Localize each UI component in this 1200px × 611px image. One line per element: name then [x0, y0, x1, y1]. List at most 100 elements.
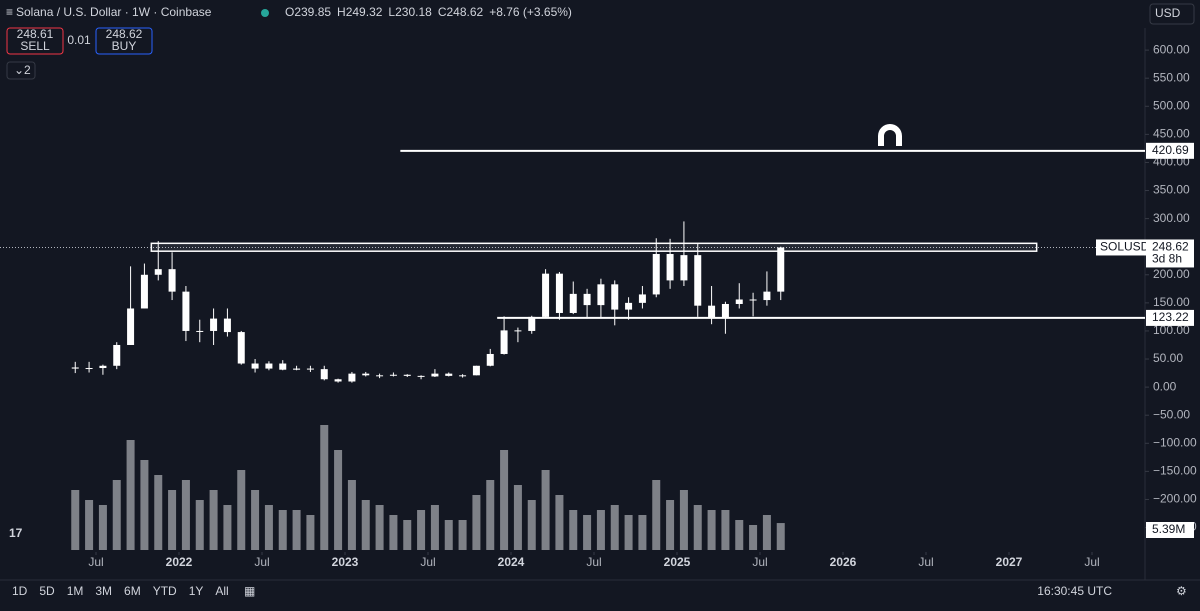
candle-body: [445, 373, 453, 376]
volume-bar: [251, 490, 260, 550]
candle-body: [777, 247, 785, 292]
chevron[interactable]: ⌄: [14, 63, 24, 77]
candle-body: [376, 375, 384, 377]
range-button[interactable]: 1M: [67, 584, 84, 598]
x-tick-label: 2025: [664, 555, 691, 569]
range-button[interactable]: 3M: [95, 584, 112, 598]
clock: 16:30:45 UTC: [1037, 584, 1112, 598]
ohlc-value: O239.85: [285, 5, 331, 19]
x-tick-label: Jul: [420, 555, 435, 569]
candle-body: [597, 284, 605, 306]
x-tick-label: 2024: [498, 555, 525, 569]
x-tick-label: Jul: [88, 555, 103, 569]
y-tick-label: −50.00: [1153, 407, 1190, 421]
spread: 0.01: [67, 33, 91, 47]
x-tick-label: 2026: [830, 555, 857, 569]
volume-bar: [375, 505, 384, 550]
volume-bar: [527, 500, 536, 550]
candle-body: [542, 273, 550, 317]
volume-bar: [707, 510, 716, 550]
candle-body: [168, 269, 176, 292]
y-tick-label: 200.00: [1153, 267, 1190, 281]
volume-bar: [71, 490, 80, 550]
volume-bar: [292, 510, 301, 550]
range-button[interactable]: 5D: [39, 584, 55, 598]
currency-select[interactable]: [1149, 3, 1195, 25]
ohlc-value: H249.32: [337, 5, 383, 19]
candle-body: [210, 318, 218, 331]
candle-body: [279, 363, 287, 370]
candle-body: [306, 368, 314, 370]
volume-bar: [154, 475, 163, 550]
volume-bar: [347, 480, 356, 550]
volume-bar: [430, 505, 439, 550]
indicators-toggle[interactable]: [6, 61, 36, 80]
candle-body: [694, 255, 702, 306]
x-tick-label: Jul: [586, 555, 601, 569]
last-price-label: 248.62: [1152, 240, 1189, 254]
ohlc-value: C248.62: [438, 5, 484, 19]
volume-bar: [98, 505, 107, 550]
candle-body: [417, 375, 425, 377]
volume-bar: [209, 490, 218, 550]
y-tick-label: 50.00: [1153, 351, 1183, 365]
sell-label[interactable]: SELL: [20, 39, 50, 53]
volume-bar: [444, 520, 453, 550]
volume-bar: [610, 505, 619, 550]
buy-button[interactable]: [95, 27, 153, 55]
range-button[interactable]: 1D: [12, 584, 28, 598]
level-label-box: [1146, 309, 1194, 326]
settings-icon[interactable]: ⚙: [1176, 584, 1187, 598]
magnet-icon[interactable]: [878, 124, 902, 146]
range-button[interactable]: YTD: [153, 584, 177, 598]
volume-bar: [555, 495, 564, 550]
level-label: 123.22: [1152, 310, 1189, 324]
y-tick-label: 600.00: [1153, 42, 1190, 56]
y-tick-label: −100.00: [1153, 435, 1197, 449]
y-tick-label: 0.00: [1153, 379, 1177, 393]
candle-body: [154, 269, 162, 275]
y-tick-label: 350.00: [1153, 183, 1190, 197]
volume-bar: [762, 515, 771, 550]
candle-body: [569, 293, 577, 313]
volume-bar: [140, 460, 149, 550]
candle-body: [265, 363, 273, 369]
indicators-count[interactable]: 2: [24, 63, 31, 77]
countdown: 3d 8h: [1152, 252, 1182, 266]
candle-body: [666, 253, 674, 281]
volume-bar: [417, 510, 426, 550]
symbol-title: Solana / U.S. Dollar · 1W · Coinbase: [16, 5, 212, 19]
volume-bar: [500, 450, 509, 550]
volume-bar: [666, 500, 675, 550]
volume-label: 5.39M: [1152, 522, 1185, 536]
date-range-icon[interactable]: ▦: [244, 584, 255, 598]
volume-bar: [112, 480, 121, 550]
volume-bar: [513, 485, 522, 550]
candle-body: [71, 367, 79, 369]
candle-body: [237, 332, 245, 364]
x-tick-label: Jul: [918, 555, 933, 569]
menu-icon[interactable]: ≡: [6, 5, 13, 19]
tv-logo[interactable]: 17: [9, 526, 23, 540]
candle-body: [625, 302, 633, 310]
range-button[interactable]: All: [215, 584, 228, 598]
candle-body: [708, 305, 716, 318]
candle-body: [555, 273, 563, 313]
y-tick-label: 500.00: [1153, 98, 1190, 112]
range-button[interactable]: 6M: [124, 584, 141, 598]
candle-body: [223, 318, 231, 333]
range-button[interactable]: 1Y: [189, 584, 204, 598]
sell-price[interactable]: 248.61: [17, 27, 54, 41]
buy-label[interactable]: BUY: [112, 39, 137, 53]
buy-price[interactable]: 248.62: [106, 27, 143, 41]
candle-body: [334, 379, 342, 382]
candle-body: [85, 368, 93, 370]
x-tick-label: Jul: [752, 555, 767, 569]
sell-button[interactable]: [6, 27, 64, 55]
currency[interactable]: USD: [1155, 6, 1181, 20]
ohlc-value: +8.76 (+3.65%): [489, 5, 572, 19]
volume-bar: [181, 480, 190, 550]
candle-body: [749, 299, 757, 301]
candle-body: [472, 365, 480, 376]
volume-bar: [693, 505, 702, 550]
